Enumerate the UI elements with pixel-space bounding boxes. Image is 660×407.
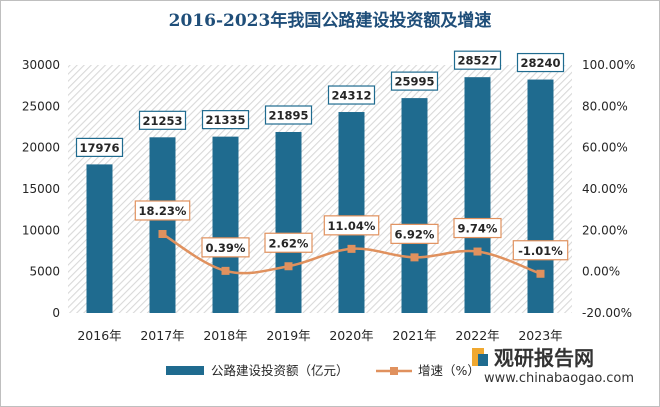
watermark-logo-icon: [472, 348, 488, 366]
bar-label-box: [201, 110, 250, 130]
y-axis-left: 0 5000 10000 15000 20000 25000 30000: [22, 58, 60, 320]
y-right-tick-label: 100.00%: [582, 58, 635, 72]
x-tick-label: 2023年: [518, 328, 562, 343]
x-tick-label: 2018年: [203, 328, 247, 343]
line-marker: [347, 244, 356, 253]
line-value-label: 18.23%: [139, 204, 187, 218]
bar-series: [86, 77, 554, 313]
legend-line-marker: [390, 367, 398, 375]
x-tick-label: 2019年: [266, 328, 310, 343]
bar-value-label: 21895: [268, 109, 308, 123]
y-right-tick-label: 0.00%: [582, 265, 620, 279]
legend-line-label: 增速（%）: [418, 363, 480, 378]
line-marker: [473, 247, 482, 256]
line-series: [158, 229, 545, 278]
bar-value-label: 21253: [142, 114, 182, 128]
x-tick-label: 2022年: [455, 328, 499, 343]
bar: [338, 112, 365, 313]
line-labels: 18.23% 0.39% 2.62% 11.04% 6.92% 9.74% -1.01%: [134, 200, 569, 261]
bar-label-box: [75, 137, 124, 157]
plot-area: [68, 65, 572, 313]
bar: [86, 164, 113, 313]
line-marker: [158, 229, 167, 238]
bar-label-box: [138, 110, 187, 130]
line-label-box: [264, 232, 313, 253]
bar-value-label: 17976: [79, 141, 119, 155]
y-axis-right: -20.00% 0.00% 20.00% 40.00% 60.00% 80.00% 100.…: [582, 58, 635, 320]
bar-value-label: 24312: [331, 89, 371, 103]
watermark-url: www.chinabaogao.com: [484, 371, 634, 386]
bar-value-label: 28240: [520, 56, 560, 70]
bar-value-label: 21335: [205, 113, 245, 127]
bar-label-box: [390, 71, 439, 91]
line-label-box: [201, 237, 250, 258]
bar-labels: 17976 21253 21335 21895 24312 25995 28527 28240: [75, 50, 565, 157]
bar: [149, 137, 176, 313]
line-value-label: 2.62%: [269, 236, 309, 250]
legend: 公路建设投资额（亿元） 增速（%）: [166, 363, 480, 378]
y-left-tick-label: 25000: [22, 99, 60, 113]
bar: [401, 98, 428, 313]
line-value-label: 0.39%: [206, 241, 246, 255]
bar-label-box: [516, 52, 565, 73]
x-tick-label: 2021年: [392, 328, 436, 343]
y-right-tick-label: -20.00%: [582, 306, 632, 320]
bar: [275, 132, 302, 313]
line-label-box: [134, 200, 191, 221]
line-marker: [536, 269, 545, 278]
x-tick-label: 2020年: [329, 328, 373, 343]
y-left-tick-label: 30000: [22, 58, 60, 72]
y-left-tick-label: 10000: [22, 223, 60, 237]
x-axis: 2016年 2017年 2018年 2019年 2020年 2021年 2022年 2023年: [77, 328, 562, 343]
y-left-tick-label: 20000: [22, 141, 60, 155]
bar: [527, 79, 554, 313]
watermark-brand: 观研报告网: [494, 346, 594, 370]
line-marker: [284, 262, 293, 271]
bar: [212, 136, 239, 313]
bar-value-label: 28527: [457, 54, 497, 68]
bar-label-box: [453, 50, 502, 70]
watermark: 观研报告网 www.chinabaogao.com: [472, 346, 634, 386]
line-label-box: [390, 223, 439, 244]
chart-title: 2016-2023年我国公路建设投资额及增速: [169, 10, 492, 31]
bar: [464, 77, 491, 313]
line-label-box: [323, 215, 380, 236]
legend-bar-label: 公路建设投资额（亿元）: [211, 363, 349, 378]
line-value-label: 9.74%: [458, 222, 498, 236]
x-tick-label: 2016年: [77, 328, 121, 343]
line-value-label: 11.04%: [328, 219, 376, 233]
bar-value-label: 25995: [394, 75, 434, 89]
y-right-tick-label: 20.00%: [582, 223, 628, 237]
line-label-box: [453, 217, 502, 239]
y-right-tick-label: 40.00%: [582, 182, 628, 196]
x-tick-label: 2017年: [140, 328, 184, 343]
line-value-label: 6.92%: [395, 227, 435, 241]
y-right-tick-label: 80.00%: [582, 99, 628, 113]
legend-bar-swatch: [166, 366, 204, 375]
y-left-tick-label: 5000: [29, 265, 60, 279]
line-marker: [410, 253, 419, 262]
line-label-box: [512, 240, 569, 261]
y-right-tick-label: 60.00%: [582, 141, 628, 155]
line-value-label: -1.01%: [518, 244, 563, 258]
bar-label-box: [264, 105, 313, 125]
bar-label-box: [327, 85, 376, 105]
line-marker: [221, 266, 230, 275]
y-left-tick-label: 15000: [22, 182, 60, 196]
y-left-tick-label: 0: [52, 306, 60, 320]
